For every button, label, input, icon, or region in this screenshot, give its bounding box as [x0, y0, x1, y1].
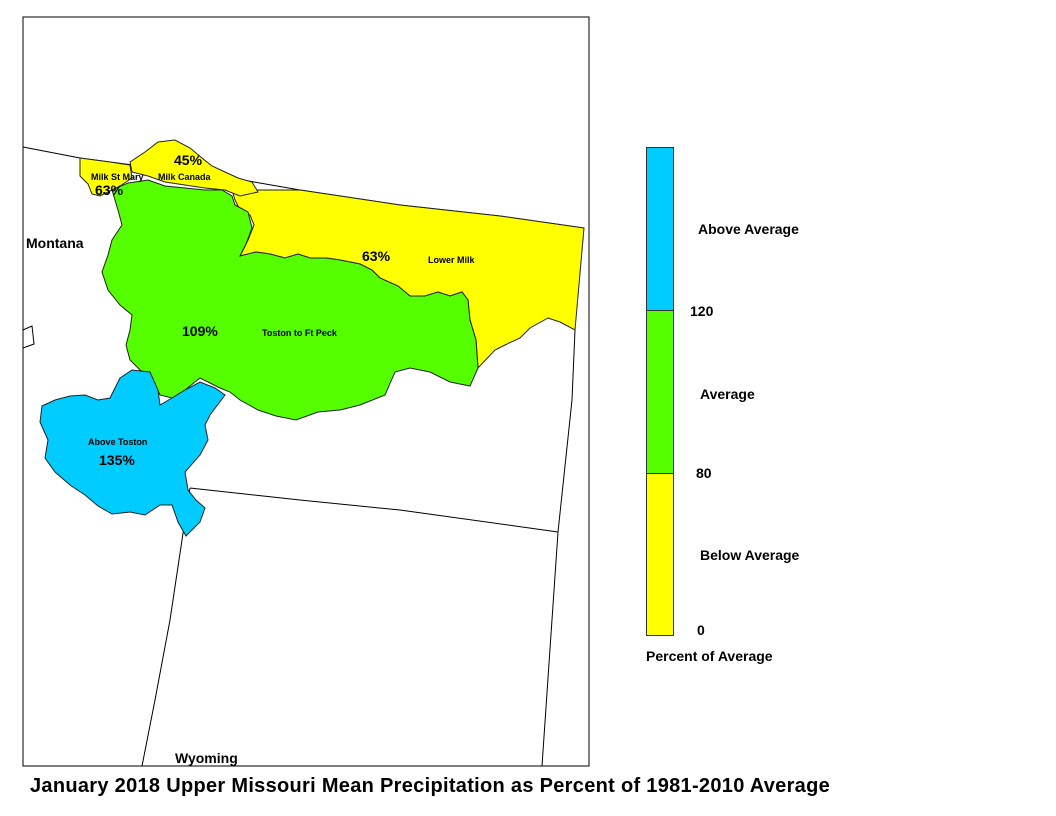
legend-break-80: 80	[696, 465, 712, 481]
state-label-wyoming: Wyoming	[175, 750, 238, 766]
legend-label-average: Average	[700, 386, 755, 402]
lower-milk-name: Lower Milk	[428, 255, 476, 265]
above-toston-percent: 135%	[99, 452, 135, 468]
legend-break-120: 120	[690, 303, 714, 319]
toston-ft-peck-name: Toston to Ft Peck	[262, 328, 338, 338]
legend-label-below-average: Below Average	[700, 547, 800, 563]
idaho-border-fragment	[22, 325, 35, 349]
legend-swatch-above-average	[646, 147, 674, 311]
basin-above-toston[interactable]	[39, 369, 226, 537]
legend-label-above-average: Above Average	[698, 221, 799, 237]
legend-swatch-average	[646, 310, 674, 474]
milk-st-mary-name: Milk St Mary	[91, 172, 144, 182]
legend-break-0: 0	[697, 622, 705, 638]
legend-swatch-below-average	[646, 473, 674, 636]
montana-east-border	[541, 329, 576, 767]
wyoming-north-border	[189, 487, 559, 533]
milk-canada-percent: 45%	[174, 152, 203, 168]
basin-milk-canada[interactable]	[129, 139, 259, 197]
map-title: January 2018 Upper Missouri Mean Precipi…	[30, 775, 831, 797]
toston-ft-peck-percent: 109%	[182, 323, 218, 339]
state-label-montana: Montana	[26, 235, 84, 251]
basin-toston-ft-peck[interactable]	[101, 179, 479, 421]
lower-milk-percent: 63%	[362, 248, 391, 264]
milk-canada-name: Milk Canada	[158, 172, 212, 182]
milk-st-mary-percent: 63%	[95, 182, 124, 198]
above-toston-name: Above Toston	[88, 437, 147, 447]
legend-title: Percent of Average	[646, 648, 773, 664]
